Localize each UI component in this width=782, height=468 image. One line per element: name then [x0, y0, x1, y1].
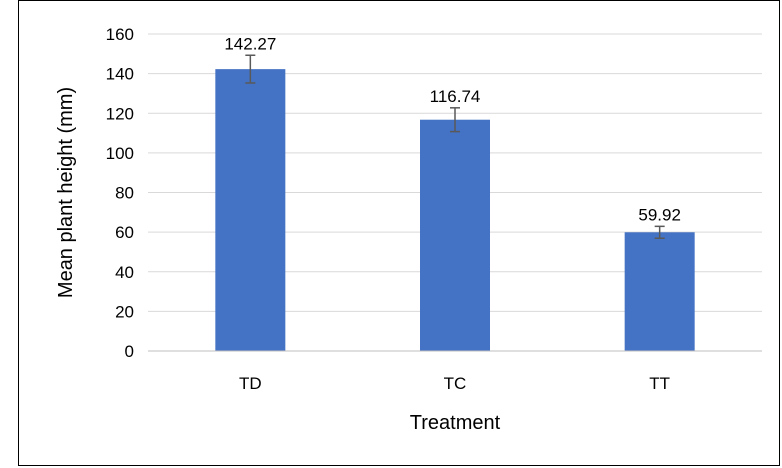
y-tick-label: 40 [115, 263, 134, 282]
error-bars [245, 54, 665, 239]
y-tick-label: 60 [115, 223, 134, 242]
error-bar-tc [450, 107, 460, 133]
y-tick-label: 140 [106, 65, 134, 84]
error-bar-tt [654, 225, 665, 239]
y-axis-tick-labels: 0 20 40 60 80 100 120 140 160 [106, 25, 134, 361]
y-tick-label: 120 [106, 104, 134, 123]
y-tick-label: 80 [115, 184, 134, 203]
y-axis-title: Mean plant height (mm) [55, 87, 77, 298]
x-tick-label-tc: TC [444, 374, 467, 393]
data-label-tt: 59.92 [638, 205, 681, 224]
bar-td [215, 69, 286, 351]
data-label-tc: 116.74 [430, 87, 481, 106]
bar-tc [420, 119, 490, 351]
x-tick-label-td: TD [239, 374, 262, 393]
x-axis-title: Treatment [410, 412, 501, 434]
y-tick-label: 0 [125, 342, 134, 361]
data-label-td: 142.27 [224, 34, 276, 53]
bars [215, 69, 695, 351]
y-tick-label: 20 [115, 302, 134, 321]
data-labels: 142.27 116.74 59.92 [224, 34, 681, 224]
error-bar-td [245, 54, 256, 84]
y-tick-label: 100 [106, 144, 134, 163]
y-tick-label: 160 [106, 25, 134, 44]
bar-tt [624, 232, 695, 351]
x-axis-tick-labels: TD TC TT [239, 374, 670, 393]
x-tick-label-tt: TT [649, 374, 670, 393]
